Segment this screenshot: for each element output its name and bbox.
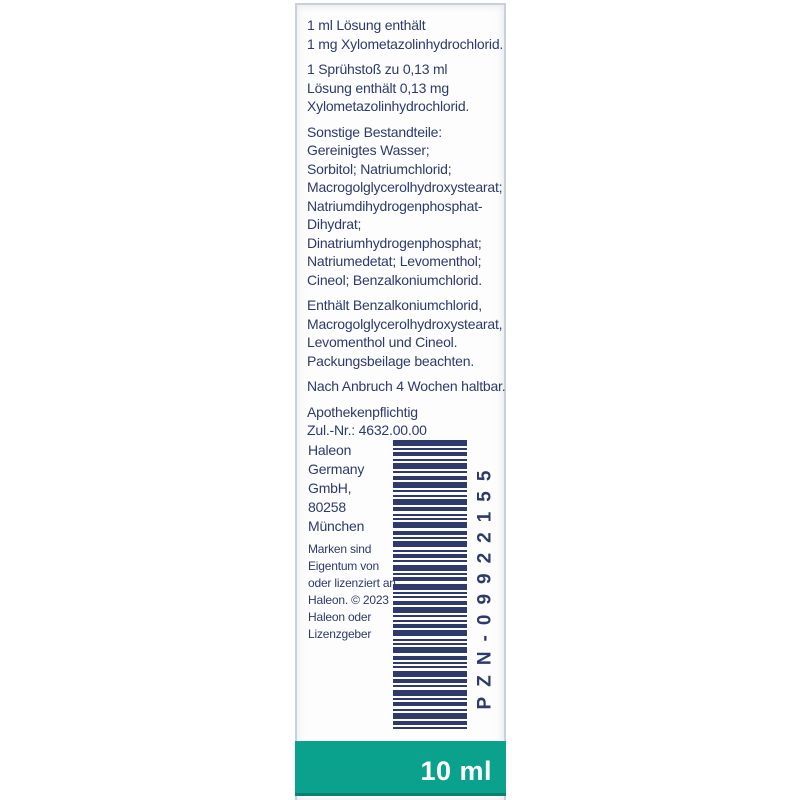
legal-line: Haleon. © 2023: [308, 593, 389, 607]
manufacturer-line: Haleon: [308, 442, 352, 458]
barcode-bar: [393, 537, 467, 539]
barcode-bar: [393, 522, 467, 528]
manufacturer-line: GmbH,: [308, 480, 352, 496]
ingredients-paragraph: Sonstige Bestandteile: Gereinigtes Wasser…: [307, 123, 503, 290]
barcode-bar: [393, 560, 467, 562]
package-side-panel: 1 ml Lösung enthält 1 mg Xylometazolinhyd…: [295, 3, 506, 800]
barcode-bar: [393, 666, 467, 668]
barcode-bar: [393, 541, 467, 547]
text-line: Nach Anbruch 4 Wochen haltbar.: [307, 378, 506, 394]
barcode-bar: [393, 550, 467, 552]
text-line: Natriumdihydrogenphosphat-: [307, 197, 483, 214]
barcode-bar: [393, 647, 467, 653]
barcode-bar: [393, 499, 467, 505]
text-line: Packungsbeilage beachten.: [307, 352, 475, 369]
text-line: 1 mg Xylometazolinhydrochlorid.: [307, 35, 504, 52]
ingredients-paragraph: 1 Sprühstoß zu 0,13 ml Lösung enthält 0,1…: [307, 60, 503, 116]
ingredients-paragraph: Nach Anbruch 4 Wochen haltbar.: [307, 377, 506, 396]
text-line: Xylometazolinhydrochlorid.: [307, 98, 470, 114]
text-line: Lösung enthält 0,13 mg: [307, 79, 449, 96]
text-line: 1 ml Lösung enthält: [307, 17, 426, 33]
barcode-bar: [393, 639, 467, 641]
legal-line: Marken sind: [308, 542, 372, 556]
barcode-bar: [393, 615, 467, 617]
barcode-bar: [393, 471, 467, 473]
barcode-bar: [393, 690, 467, 696]
text-line: Macrogolglycerolhydroxystearat;: [307, 179, 503, 195]
manufacturer-line: 80258: [308, 499, 346, 515]
barcode-bar: [393, 671, 467, 677]
barcode-bar: [393, 702, 467, 706]
legal-line: Haleon oder: [308, 610, 372, 624]
barcode-bar: [393, 620, 467, 622]
barcode-bar: [393, 698, 467, 700]
barcode-bar: [393, 507, 467, 511]
text-line: Sorbitol; Natriumchlorid;: [307, 160, 452, 177]
ingredients-paragraph: 1 ml Lösung enthält 1 mg Xylometazolinhyd…: [307, 16, 503, 53]
barcode-bar: [393, 601, 467, 605]
barcode-bar: [393, 495, 467, 497]
text-line: Enthält Benzalkoniumchlorid,: [307, 297, 482, 313]
ingredients-paragraph: Apothekenpflichtig Zul.-Nr.: 4632.00.00: [307, 403, 503, 440]
barcode-bar: [393, 607, 467, 613]
barcode-bar: [393, 490, 467, 492]
barcode-bar: [393, 685, 467, 687]
barcode-bar: [393, 514, 467, 516]
text-line: Gereinigtes Wasser;: [307, 142, 430, 158]
barcode-bar: [393, 452, 467, 456]
text-line: Sonstige Bestandteile:: [307, 123, 442, 140]
barcode-bar: [393, 440, 467, 446]
text-line: Levomenthol und Cineol.: [307, 334, 458, 350]
text-line: 1 Sprühstoß zu 0,13 ml: [307, 61, 448, 77]
barcode-bar: [393, 554, 467, 558]
barcode-bar: [393, 463, 467, 469]
pzn-barcode: [393, 440, 467, 729]
barcode-bar: [393, 577, 467, 581]
text-line: Cineol; Benzalkoniumchlorid.: [307, 271, 482, 288]
barcode-bar: [393, 531, 467, 535]
barcode-bar: [393, 448, 467, 450]
ingredients-paragraph: Enthält Benzalkoniumchlorid, Macrogolglyc…: [307, 296, 503, 370]
trademark-notice-block: Marken sind Eigentum von oder lizenziert a…: [308, 541, 396, 643]
volume-bar: 10 ml: [295, 741, 506, 796]
barcode-bar: [393, 721, 467, 725]
barcode-bar: [393, 573, 467, 575]
manufacturer-line: München: [308, 518, 365, 534]
barcode-bar: [393, 584, 467, 590]
barcode-bar: [393, 656, 467, 660]
text-line: Macrogolglycerolhydroxystearat,: [307, 315, 503, 332]
text-line: Natriumedetat; Levomenthol;: [307, 253, 482, 269]
barcode-bar: [393, 624, 467, 628]
legal-line: Eigentum von: [308, 559, 379, 573]
barcode-bar: [393, 459, 467, 461]
pzn-number-label: PZN-09922155: [465, 435, 505, 735]
legal-line: oder lizenziert an: [308, 576, 396, 590]
text-line: Zul.-Nr.: 4632.00.00: [307, 422, 427, 438]
barcode-bar: [393, 727, 467, 729]
barcode-bar: [393, 643, 467, 645]
barcode-bar: [393, 662, 467, 664]
pzn-number-text: PZN-09922155: [474, 460, 495, 710]
barcode-bar: [393, 713, 467, 719]
barcode-bar: [393, 679, 467, 683]
barcode-bar: [393, 709, 467, 711]
barcode-bar: [393, 596, 467, 598]
barcode-bar: [393, 565, 467, 571]
text-line: Dinatriumhydrogenphosphat;: [307, 234, 482, 251]
barcode-bar: [393, 476, 467, 480]
ingredients-text-block: 1 ml Lösung enthält 1 mg Xylometazolinhyd…: [307, 16, 506, 447]
text-line: Apothekenpflichtig: [307, 403, 418, 420]
barcode-bar: [393, 518, 467, 520]
barcode-bar: [393, 630, 467, 636]
volume-label: 10 ml: [420, 755, 492, 786]
manufacturer-line: Germany: [308, 461, 365, 477]
text-line: Dihydrat;: [307, 216, 362, 232]
manufacturer-address-block: Haleon Germany GmbH, 80258 München: [308, 441, 394, 536]
barcode-bar: [393, 592, 467, 594]
barcode-bar: [393, 482, 467, 488]
legal-line: Lizenzgeber: [308, 627, 372, 641]
